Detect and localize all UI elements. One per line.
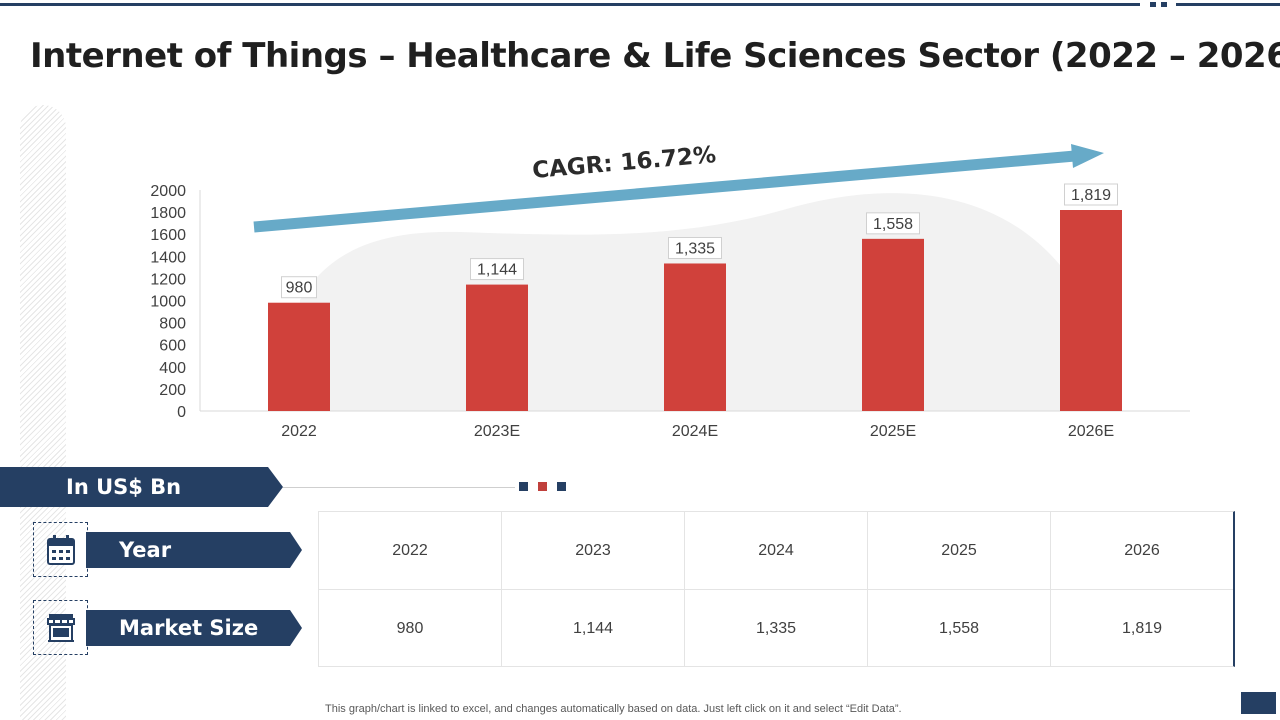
- table-cell: 2026: [1050, 512, 1233, 589]
- data-label: 980: [286, 280, 313, 297]
- y-tick-label: 600: [159, 338, 186, 355]
- x-tick-label: 2024E: [672, 423, 718, 440]
- table-cell: 1,335: [684, 590, 867, 667]
- table-cell: 2023: [501, 512, 684, 589]
- y-tick-label: 1200: [150, 271, 186, 288]
- top-rule-square: [1161, 2, 1167, 7]
- data-label: 1,558: [873, 216, 913, 233]
- navy-square-icon: [557, 482, 566, 491]
- table-row-market-size: 980 1,144 1,335 1,558 1,819: [319, 589, 1233, 667]
- market-size-row-label: Market Size: [86, 610, 302, 646]
- top-rule: [1176, 3, 1280, 6]
- bar-2022[interactable]: [268, 302, 330, 411]
- store-icon: [46, 613, 75, 642]
- table-cell: 2024: [684, 512, 867, 589]
- y-tick-label: 400: [159, 360, 186, 377]
- table-cell: 980: [396, 619, 424, 637]
- y-tick-label: 1000: [150, 294, 186, 311]
- x-tick-label: 2023E: [474, 423, 520, 440]
- data-label-box: [1064, 183, 1118, 206]
- bar-2026E[interactable]: [1060, 210, 1122, 411]
- y-tick-label: 800: [159, 316, 186, 333]
- y-tick-label: 1400: [150, 249, 186, 266]
- y-tick-label: 1800: [150, 205, 186, 222]
- x-tick-label: 2025E: [870, 423, 916, 440]
- year-row-label: Year: [86, 532, 302, 568]
- data-label: 1,335: [675, 240, 715, 257]
- data-label: 1,819: [1071, 187, 1111, 204]
- bar-2024E[interactable]: [664, 263, 726, 411]
- table-cell: 1,144: [501, 590, 684, 667]
- y-tick-label: 1600: [150, 227, 186, 244]
- x-axis-labels: 2022 2023E 2024E 2025E 2026E: [281, 423, 1114, 440]
- top-rule-square: [1150, 2, 1156, 7]
- store-icon-box: [33, 600, 88, 655]
- data-label: 1,144: [477, 262, 517, 279]
- footer-note: This graph/chart is linked to excel, and…: [325, 703, 902, 715]
- data-label-box: [470, 258, 524, 281]
- y-axis: 0 200 400 600 800 1000 1200 1400 1600 1800 2000: [150, 183, 186, 421]
- y-tick-label: 2000: [150, 183, 186, 200]
- table-cell: 2025: [867, 512, 1050, 589]
- cagr-arrow: [253, 144, 1104, 233]
- data-label-box: [668, 236, 722, 259]
- x-tick-label: 2022: [281, 423, 317, 440]
- bars: [268, 210, 1122, 411]
- units-banner: In US$ Bn: [0, 467, 283, 507]
- data-labels: 980 1,144 1,335 1,558 1,819: [281, 183, 1118, 299]
- table-cell: 1,819: [1050, 590, 1233, 667]
- corner-block: [1241, 692, 1276, 714]
- bar-chart[interactable]: 0 200 400 600 800 1000 1200 1400 1600 1800 2000 20…: [0, 0, 1280, 460]
- page-title: Internet of Things – Healthcare & Life S…: [30, 36, 1280, 76]
- table-cell: 2022: [392, 541, 428, 559]
- y-tick-label: 0: [177, 404, 186, 421]
- bar-2025E[interactable]: [862, 238, 924, 411]
- data-label-box: [281, 276, 317, 299]
- data-label-box: [866, 212, 920, 235]
- table-row-years: 2022 2023 2024 2025 2026: [319, 512, 1233, 589]
- navy-square-icon: [519, 482, 528, 491]
- market-size-table: 2022 2023 2024 2025 2026 980 1,144 1,335…: [318, 511, 1235, 667]
- calendar-icon: [46, 534, 75, 565]
- red-square-icon: [538, 482, 547, 491]
- table-cell: 1,558: [867, 590, 1050, 667]
- cagr-label: CAGR: 16.72%: [531, 142, 717, 184]
- bar-2023E[interactable]: [466, 284, 528, 411]
- top-rule: [0, 3, 1140, 6]
- y-tick-label: 200: [159, 382, 186, 399]
- banner-divider: [283, 487, 515, 488]
- calendar-icon-box: [33, 522, 88, 577]
- x-tick-label: 2026E: [1068, 423, 1114, 440]
